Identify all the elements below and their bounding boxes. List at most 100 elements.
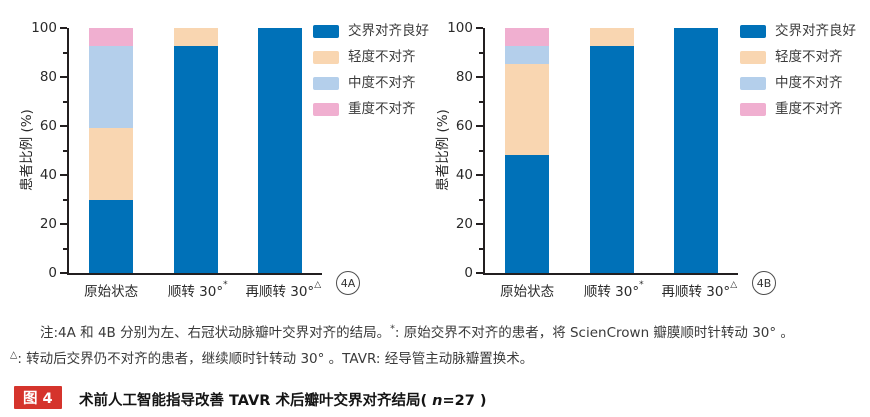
bar-segment [89,46,134,128]
x-label-superscript: △ [730,280,738,290]
legend-swatch [313,103,339,116]
y-tick-mark [60,125,67,127]
note-text: : 原始交界不对齐的患者，将 ScienCrown 瓣膜顺时针转动 30° 。 [394,325,794,341]
y-minor-tick-mark [63,198,67,201]
x-tick-label: 再顺转 30° △ [245,280,322,300]
y-minor-tick-mark [479,100,483,103]
x-label-superscript: * [639,280,644,290]
x-tick-label: 原始状态 [84,284,139,300]
legend-label: 中度不对齐 [348,75,416,91]
stacked-bar [673,28,718,273]
y-tick-label: 0 [464,265,473,281]
stacked-bar [505,28,550,273]
chart-panel-4a: 患者比例 (%) 0 20 40 60 80 100 原始状态 顺转 30° * 再顺转 30° △ 交… [0,0,435,310]
bar-segment [589,28,634,47]
bar-segment [505,155,550,273]
bar-segment [505,46,550,65]
figure-note-line-1: 注:4A 和 4B 分别为左、右冠状动脉瓣叶交界对齐的结局。*: 原始交界不对齐… [40,321,794,342]
y-tick-label: 20 [455,216,473,232]
legend-swatch [740,103,766,116]
legend-item: 重度不对齐 [740,101,870,117]
legend-label: 轻度不对齐 [775,49,843,65]
legend-item: 轻度不对齐 [740,49,870,65]
bar-segment [505,28,550,47]
legend-label: 重度不对齐 [348,101,416,117]
bar-segment [89,28,134,47]
x-label-superscript: △ [314,280,322,290]
y-tick-mark [476,27,483,29]
x-tick-label: 顺转 30° * [167,280,228,300]
y-tick-label: 20 [39,216,57,232]
x-label-superscript: * [223,280,228,290]
x-tick-label: 再顺转 30° △ [661,280,738,300]
y-tick-label: 0 [48,265,57,281]
bar-segment [673,28,718,273]
bar-segment [89,200,134,273]
y-tick-label: 100 [447,20,473,36]
bar-segment [173,28,218,47]
y-axis-line [67,28,69,273]
y-minor-tick-mark [479,149,483,152]
x-tick-label: 原始状态 [500,284,555,300]
y-tick-mark [476,174,483,176]
asterisk-marker: * [390,323,395,335]
legend-swatch [313,77,339,90]
y-tick-label: 80 [455,69,473,85]
y-axis-line [483,28,485,273]
note-text: 注:4A 和 4B 分别为左、右冠状动脉瓣叶交界对齐的结局。 [40,325,391,341]
y-minor-tick-mark [63,247,67,250]
y-tick-label: 40 [39,167,57,183]
y-minor-tick-mark [63,100,67,103]
panel-tag: 4B [752,271,776,295]
bar-segment [505,64,550,156]
x-axis-line [483,273,738,275]
y-tick-label: 60 [39,118,57,134]
x-tick-label: 顺转 30° * [583,280,644,300]
legend: 交界对齐良好轻度不对齐中度不对齐重度不对齐 [313,23,453,129]
stacked-bar [89,28,134,273]
y-minor-tick-mark [479,198,483,201]
y-minor-tick-mark [479,247,483,250]
bar-segment [89,127,134,201]
figure-caption: 术前人工智能指导改善 TAVR 术后瓣叶交界对齐结局( n=27 ) [79,389,487,410]
caption-text: 术前人工智能指导改善 TAVR 术后瓣叶交界对齐结局( [79,393,433,409]
y-minor-tick-mark [479,51,483,54]
y-tick-mark [60,76,67,78]
legend-item: 交界对齐良好 [313,23,453,39]
legend-item: 重度不对齐 [313,101,453,117]
y-tick-label: 40 [455,167,473,183]
y-tick-mark [60,27,67,29]
y-tick-mark [60,272,67,274]
bar-segment [173,46,218,273]
legend-label: 交界对齐良好 [775,23,856,39]
y-tick-label: 60 [455,118,473,134]
y-tick-label: 100 [31,20,57,36]
y-minor-tick-mark [63,51,67,54]
legend-item: 中度不对齐 [740,75,870,91]
stacked-bar [257,28,302,273]
caption-n-variable: n [432,393,443,409]
y-tick-mark [476,125,483,127]
legend-item: 轻度不对齐 [313,50,453,64]
y-tick-label: 80 [39,69,57,85]
legend-label: 重度不对齐 [775,101,843,117]
chart-panel-4b: 患者比例 (%) 0 20 40 60 80 100 原始状态 顺转 30° * 再顺转 30° △ 交… [435,0,870,310]
legend-swatch [740,25,766,38]
legend-label: 交界对齐良好 [348,23,429,39]
legend-swatch [740,77,766,90]
y-tick-mark [60,174,67,176]
bar-segment [589,46,634,273]
y-tick-mark [476,272,483,274]
legend-label: 中度不对齐 [775,75,843,91]
legend-item: 交界对齐良好 [740,23,870,39]
legend-item: 中度不对齐 [313,75,453,91]
figure-note-line-2: △: 转动后交界仍不对齐的患者，继续顺时针转动 30° 。TAVR: 经导管主动… [10,347,534,368]
y-tick-mark [476,76,483,78]
y-tick-mark [60,223,67,225]
stacked-bar [173,28,218,273]
legend-swatch [740,51,766,64]
note-text: : 转动后交界仍不对齐的患者，继续顺时针转动 30° 。TAVR: 经导管主动脉… [17,351,534,367]
triangle-marker: △ [10,349,18,361]
legend: 交界对齐良好 轻度不对齐中度不对齐重度不对齐 [740,23,870,129]
bar-segment [257,28,302,273]
